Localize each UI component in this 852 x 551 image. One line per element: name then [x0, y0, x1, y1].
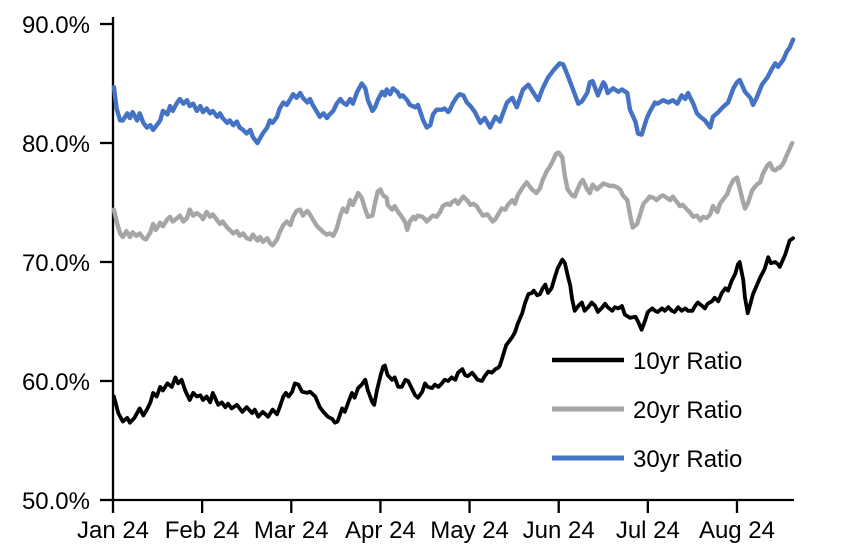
legend-label-30yr-ratio: 30yr Ratio — [633, 446, 742, 473]
legend: 10yr Ratio 20yr Ratio 30yr Ratio — [552, 348, 742, 473]
axes: 50.0% 60.0% 70.0% 80.0% 90.0% Jan 24 Feb 24 Mar… — [22, 12, 794, 544]
x-tick-label: Feb 24 — [165, 517, 240, 544]
x-tick-label: May 24 — [430, 517, 509, 544]
y-tick-label: 80.0% — [22, 131, 90, 158]
y-tick-label: 90.0% — [22, 12, 90, 39]
series-lines — [111, 37, 796, 425]
x-tick-label: Apr 24 — [345, 517, 416, 544]
legend-label-10yr-ratio: 10yr Ratio — [633, 348, 742, 375]
x-tick-label: Jun 24 — [523, 517, 595, 544]
y-tick-label: 50.0% — [22, 488, 90, 515]
x-tick-label: Aug 24 — [699, 517, 775, 544]
y-tick-label: 60.0% — [22, 369, 90, 396]
series-30yr-ratio-line — [111, 37, 796, 146]
y-tick-label: 70.0% — [22, 250, 90, 277]
x-tick-label: Jan 24 — [77, 517, 149, 544]
legend-label-20yr-ratio: 20yr Ratio — [633, 397, 742, 424]
series-10yr-ratio-line — [112, 236, 795, 425]
x-tick-label: Mar 24 — [254, 517, 329, 544]
series-20yr-ratio-line — [111, 140, 795, 248]
x-tick-label: Jul 24 — [616, 517, 680, 544]
